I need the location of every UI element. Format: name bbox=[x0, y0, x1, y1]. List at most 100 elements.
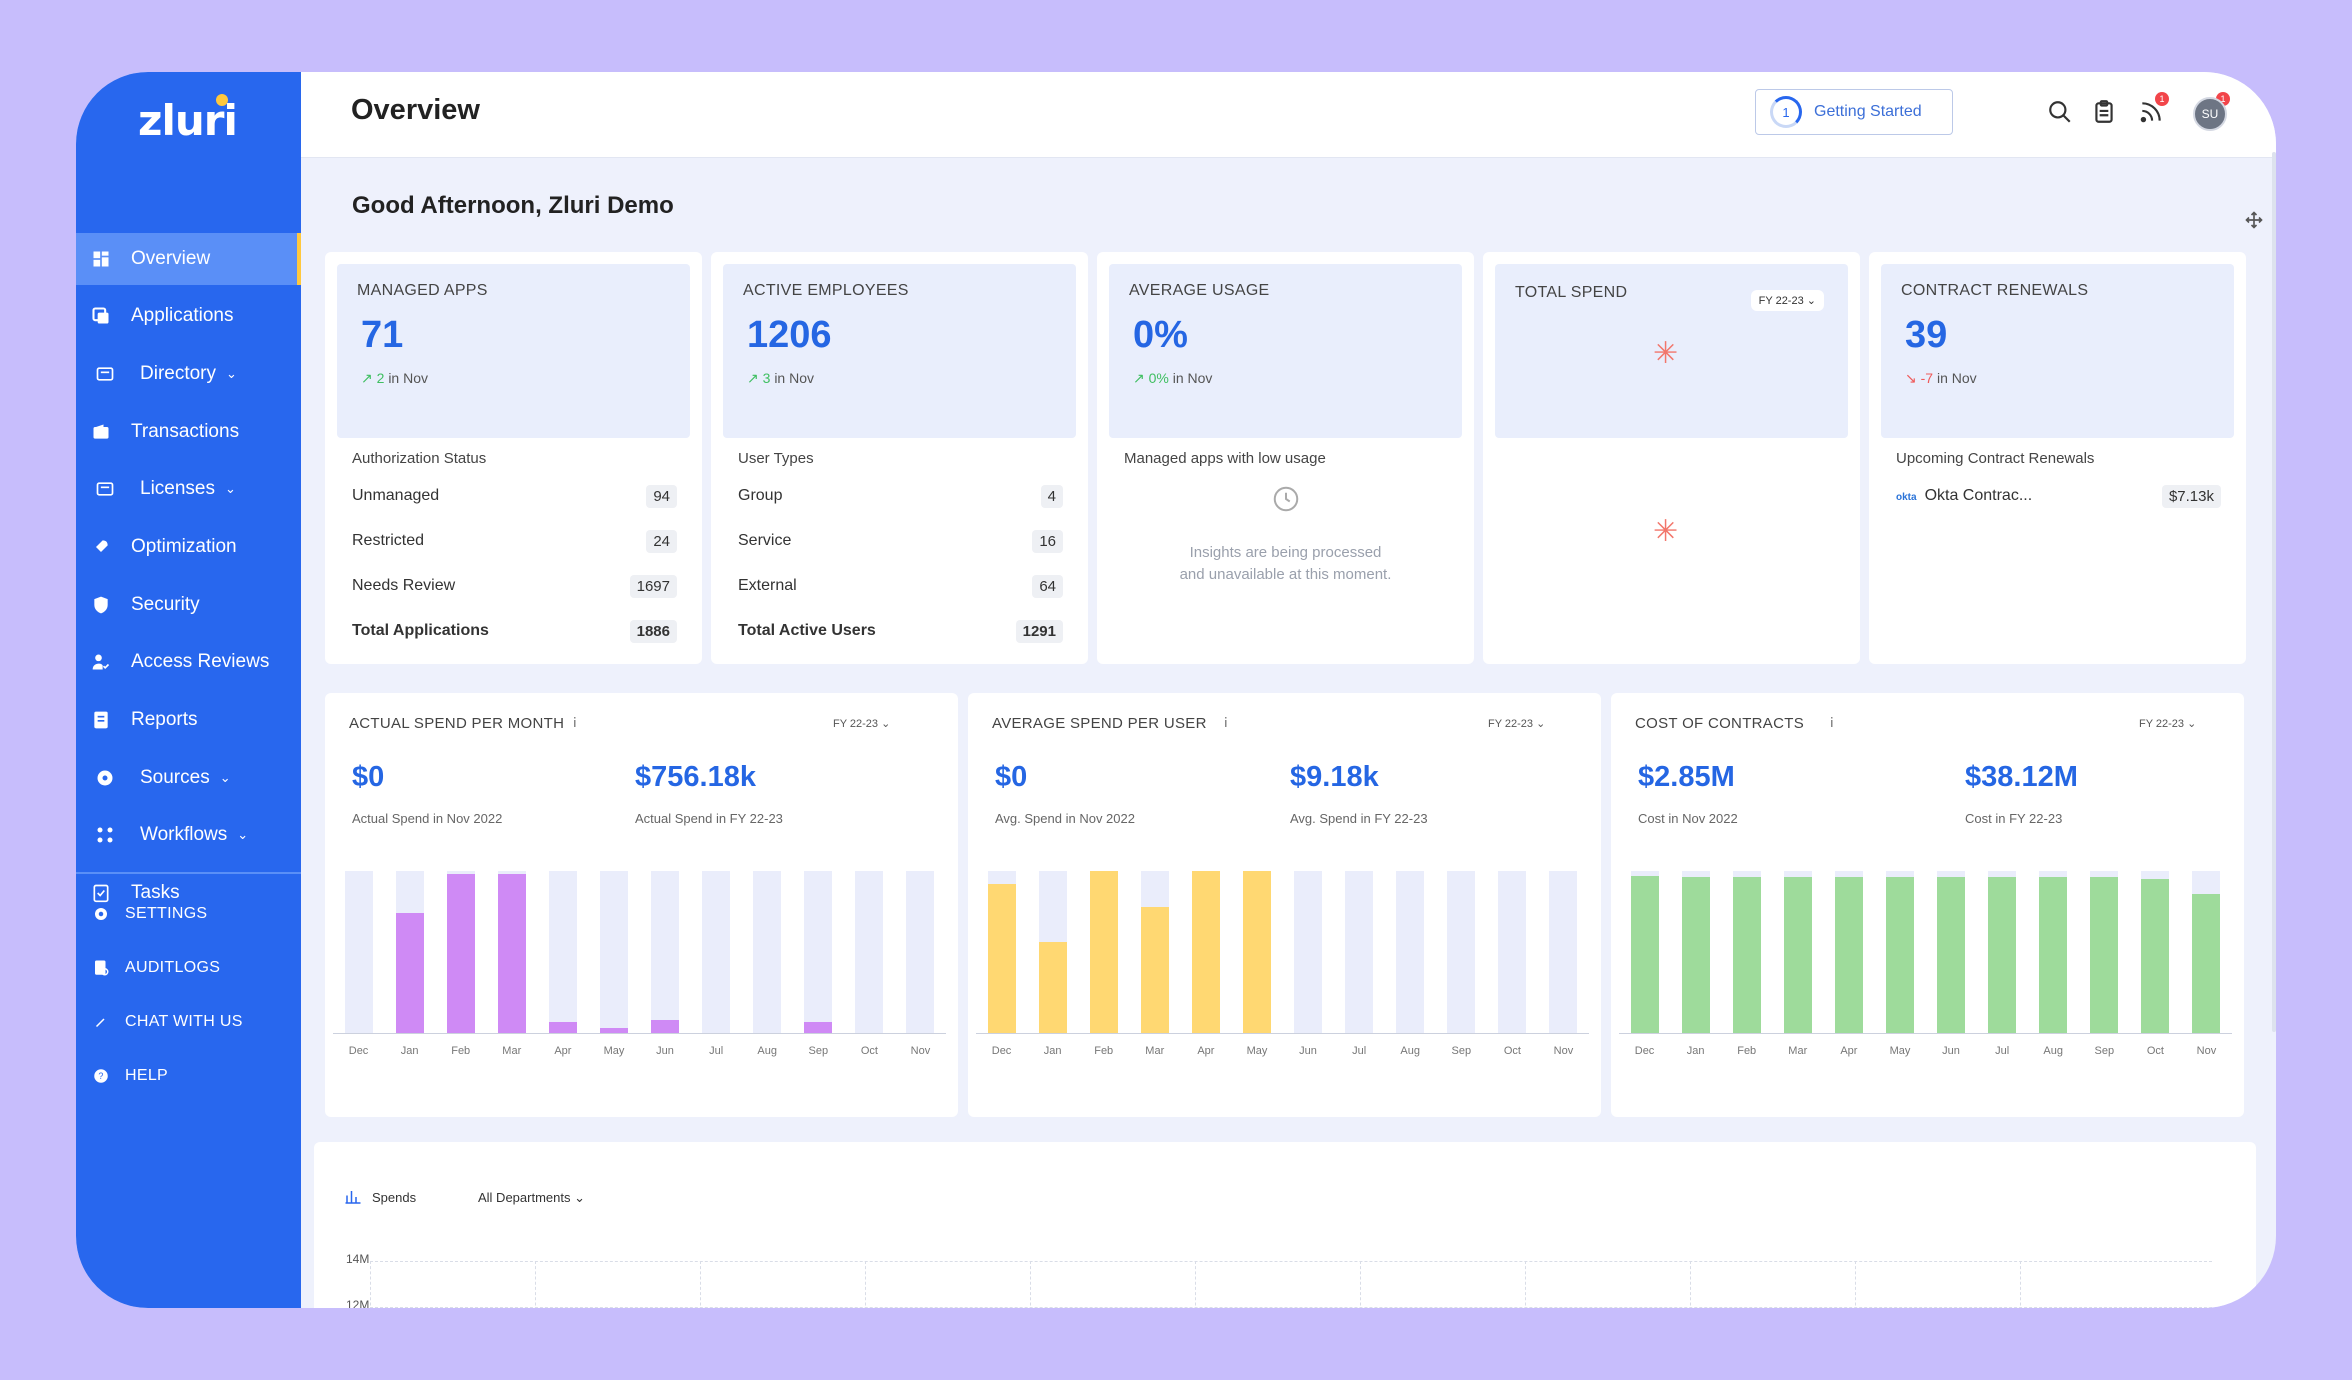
bar-dec[interactable] bbox=[987, 884, 1016, 1033]
info-icon[interactable]: ⅰ bbox=[573, 715, 577, 730]
metric-value: $2.85M bbox=[1638, 761, 1735, 793]
row-count: 24 bbox=[646, 529, 677, 553]
sidebar-item-sources[interactable]: Sources ⌄ bbox=[76, 752, 301, 804]
stat-row[interactable]: Total Active Users 1291 bbox=[738, 619, 1063, 643]
x-tick-label: Nov bbox=[910, 1045, 931, 1057]
average-usage-card[interactable]: AVERAGE USAGE 0% ↗ 0% in Nov Managed app… bbox=[1097, 252, 1474, 664]
x-tick-label: Sep bbox=[2094, 1045, 2115, 1057]
bar-mar[interactable] bbox=[497, 874, 526, 1033]
fy-dropdown[interactable]: FY 22-23 ⌄ bbox=[1750, 290, 1824, 311]
bar-apr[interactable] bbox=[548, 1022, 577, 1033]
bar-feb[interactable] bbox=[1732, 877, 1761, 1033]
chart-card-average-spend-per-user[interactable]: AVERAGE SPEND PER USER ⅰ FY 22-23 ⌄ $0 Avg. … bbox=[968, 693, 1601, 1117]
active-employees-card[interactable]: ACTIVE EMPLOYEES 1206 ↗ 3 in Nov User Ty… bbox=[711, 252, 1088, 664]
getting-started-button[interactable]: 1 Getting Started bbox=[1755, 89, 1953, 135]
stat-row[interactable]: External 64 bbox=[738, 574, 1063, 598]
x-tick-label: Nov bbox=[2196, 1045, 2217, 1057]
sidebar-item-optimization[interactable]: Optimization bbox=[76, 521, 301, 573]
bar-mar[interactable] bbox=[1783, 877, 1812, 1033]
stat-row[interactable]: Service 16 bbox=[738, 529, 1063, 553]
sidebar-item-access-reviews[interactable]: Access Reviews bbox=[76, 636, 301, 688]
stat-row[interactable]: Total Applications 1886 bbox=[352, 619, 677, 643]
bar-track bbox=[1549, 871, 1578, 1033]
bar-may[interactable] bbox=[1242, 871, 1271, 1033]
stat-title: AVERAGE USAGE bbox=[1129, 282, 1270, 299]
fy-dropdown[interactable]: FY 22-23 ⌄ bbox=[833, 717, 890, 730]
bar-jan[interactable] bbox=[1038, 942, 1067, 1033]
wallet-icon bbox=[91, 422, 111, 442]
feed-icon[interactable]: 1 bbox=[2137, 92, 2169, 126]
department-dropdown[interactable]: All Departments ⌄ bbox=[478, 1190, 585, 1206]
total-spend-card[interactable]: TOTAL SPEND FY 22-23 ⌄ ✳ ✳ bbox=[1483, 252, 1860, 664]
avatar[interactable]: SU bbox=[2193, 97, 2227, 131]
sidebar-item-tasks[interactable]: Tasks bbox=[76, 867, 301, 919]
bar-may[interactable] bbox=[1885, 877, 1914, 1033]
sidebar-item-overview[interactable]: Overview bbox=[76, 233, 301, 285]
bar-track bbox=[1498, 871, 1527, 1033]
bar-nov[interactable] bbox=[2192, 894, 2221, 1033]
sidebar-item-security[interactable]: Security bbox=[76, 579, 301, 631]
gridline bbox=[700, 1261, 701, 1308]
bar-sep[interactable] bbox=[804, 1022, 833, 1033]
sidebar-item-licenses[interactable]: Licenses ⌄ bbox=[76, 463, 301, 515]
bar-jul[interactable] bbox=[1988, 877, 2017, 1033]
bar-track bbox=[855, 871, 884, 1033]
bar-mar[interactable] bbox=[1140, 907, 1169, 1033]
info-icon[interactable]: ⅰ bbox=[1224, 715, 1228, 730]
bar-jan[interactable] bbox=[1681, 877, 1710, 1033]
sidebar-item-reports[interactable]: Reports bbox=[76, 694, 301, 746]
fy-dropdown[interactable]: FY 22-23 ⌄ bbox=[2139, 717, 2196, 730]
bar-track bbox=[804, 871, 833, 1033]
sidebar-item-applications[interactable]: Applications bbox=[76, 290, 301, 342]
sidebar-item-help[interactable]: ? HELP bbox=[76, 1056, 301, 1096]
chevron-down-icon: ⌄ bbox=[226, 366, 237, 381]
bar-feb[interactable] bbox=[446, 874, 475, 1033]
gridline bbox=[370, 1261, 371, 1308]
stat-row[interactable]: Restricted 24 bbox=[352, 529, 677, 553]
sidebar-item-workflows[interactable]: Workflows ⌄ bbox=[76, 809, 301, 861]
managed-apps-card[interactable]: MANAGED APPS 71 ↗ 2 in Nov Authorization… bbox=[325, 252, 702, 664]
scrollbar[interactable] bbox=[2272, 152, 2276, 1032]
x-tick-label: Dec bbox=[991, 1045, 1012, 1057]
bar-dec[interactable] bbox=[1630, 876, 1659, 1033]
bar-jun[interactable] bbox=[1937, 877, 1966, 1033]
bar-oct[interactable] bbox=[2141, 879, 2170, 1033]
delta-value: 2 bbox=[376, 370, 385, 386]
stat-row[interactable]: Needs Review 1697 bbox=[352, 574, 677, 598]
move-icon[interactable] bbox=[2244, 210, 2264, 230]
search-icon[interactable] bbox=[2046, 98, 2074, 126]
chevron-down-icon: ⌄ bbox=[225, 481, 236, 496]
bar-track bbox=[651, 871, 680, 1033]
sidebar-item-settings[interactable]: SETTINGS bbox=[76, 894, 301, 934]
bar-feb[interactable] bbox=[1089, 871, 1118, 1033]
sidebar-item-chat-with-us[interactable]: CHAT WITH US bbox=[76, 1002, 301, 1042]
row-count: 1886 bbox=[629, 619, 677, 643]
okta-logo: okta bbox=[1896, 492, 1917, 503]
bar-apr[interactable] bbox=[1191, 871, 1220, 1033]
chart-card-cost-of-contracts[interactable]: COST OF CONTRACTS ⅰ FY 22-23 ⌄ $2.85M Cost i… bbox=[1611, 693, 2244, 1117]
x-tick-label: Jan bbox=[1043, 1045, 1062, 1057]
bar-aug[interactable] bbox=[2039, 877, 2068, 1033]
metric-value: $756.18k bbox=[635, 761, 756, 793]
info-icon[interactable]: ⅰ bbox=[1830, 715, 1834, 730]
contract-renewals-card[interactable]: CONTRACT RENEWALS 39 ↘ -7 in Nov Upcomin… bbox=[1869, 252, 2246, 664]
gridline bbox=[370, 1261, 2212, 1262]
bar-apr[interactable] bbox=[1834, 877, 1863, 1033]
sidebar-item-directory[interactable]: Directory ⌄ bbox=[76, 348, 301, 400]
sidebar-item-auditlogs[interactable]: AUDITLOGS bbox=[76, 948, 301, 988]
stat-row[interactable]: Group 4 bbox=[738, 484, 1063, 508]
chart-card-actual-spend-per-month[interactable]: ACTUAL SPEND PER MONTH ⅰ FY 22-23 ⌄ $0 Actua… bbox=[325, 693, 958, 1117]
gridline bbox=[1855, 1261, 1856, 1308]
bar-sep[interactable] bbox=[2090, 877, 2119, 1033]
stat-value: 0% bbox=[1133, 314, 1188, 356]
bar-jan[interactable] bbox=[395, 913, 424, 1033]
bar-may[interactable] bbox=[599, 1028, 628, 1033]
clipboard-icon[interactable] bbox=[2090, 98, 2118, 126]
fy-dropdown[interactable]: FY 22-23 ⌄ bbox=[1488, 717, 1545, 730]
renewal-item[interactable]: okta Okta Contrac... $7.13k bbox=[1896, 484, 2221, 508]
bar-track bbox=[753, 871, 782, 1033]
sidebar-item-transactions[interactable]: Transactions bbox=[76, 406, 301, 458]
bar-jun[interactable] bbox=[651, 1020, 680, 1033]
stat-row[interactable]: Unmanaged 94 bbox=[352, 484, 677, 508]
x-tick-label: Feb bbox=[1737, 1045, 1757, 1057]
